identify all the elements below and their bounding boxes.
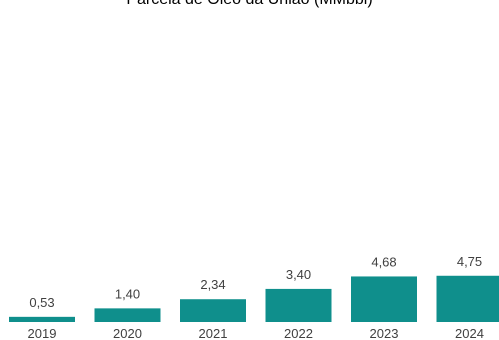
data-label-2022: 3,40 <box>286 267 311 282</box>
x-tick-2021: 2021 <box>199 326 228 340</box>
bar-2024 <box>436 275 499 322</box>
x-tick-2024: 2024 <box>455 326 484 340</box>
bar-2023 <box>351 276 417 322</box>
x-tick-2023: 2023 <box>370 326 399 340</box>
x-axis-tick-labels: 2019 2020 2021 2022 2023 2024 <box>28 326 484 340</box>
bar-2019 <box>9 316 75 322</box>
x-tick-2019: 2019 <box>28 326 57 340</box>
chart-title: Parcela de Óleo da União (MMbbl) <box>126 0 372 8</box>
x-tick-2020: 2020 <box>113 326 142 340</box>
bar-2021 <box>180 299 246 322</box>
x-tick-2022: 2022 <box>284 326 313 340</box>
data-label-2023: 4,68 <box>371 254 396 269</box>
data-label-2021: 2,34 <box>200 277 225 292</box>
bar-2022 <box>265 288 332 322</box>
data-label-2019: 0,53 <box>29 295 54 310</box>
bar-2020 <box>94 308 161 322</box>
data-label-2024: 4,75 <box>457 254 482 269</box>
data-labels-layer: 0,53 1,40 2,34 3,40 4,68 4,75 <box>29 254 482 310</box>
bars-layer <box>9 275 499 322</box>
data-label-2020: 1,40 <box>115 286 140 301</box>
